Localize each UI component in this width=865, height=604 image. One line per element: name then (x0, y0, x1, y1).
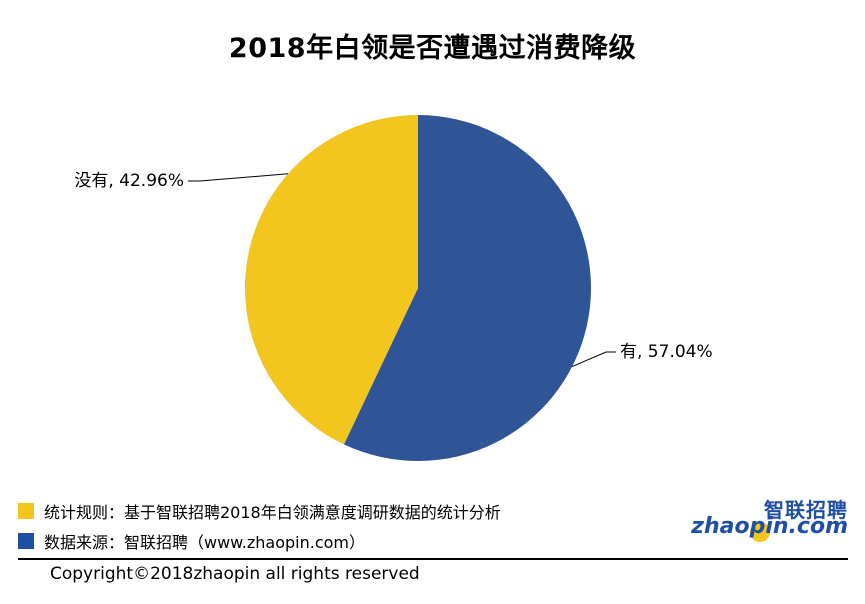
pie-slice-no (245, 115, 418, 445)
logo-cn-text: 智联招聘 (764, 498, 848, 522)
copyright-text: Copyright©2018zhaopin all rights reserve… (50, 564, 420, 584)
logo-circle-icon (750, 522, 770, 542)
logo-en-text: zhaopin.com (691, 514, 848, 539)
note-row-rule: 统计规则：基于智联招聘2018年白领满意度调研数据的统计分析 (18, 496, 501, 526)
note-text-rule: 统计规则：基于智联招聘2018年白领满意度调研数据的统计分析 (44, 503, 501, 522)
chart-title: 2018年白领是否遭遇过消费降级 (228, 33, 637, 64)
notes: 统计规则：基于智联招聘2018年白领满意度调研数据的统计分析 数据来源：智联招聘… (18, 496, 501, 556)
pie-slice-yes (343, 115, 591, 461)
note-swatch-source (18, 533, 34, 549)
zhaopin-logo: 智联招聘 zhaopin.com (691, 494, 848, 544)
slice-label-yes: 有, 57.04% (620, 342, 713, 362)
slice-label-no: 没有, 42.96% (74, 171, 184, 191)
leader-line-yes (571, 351, 616, 367)
note-swatch-rule (18, 503, 34, 519)
leader-line-no (188, 173, 289, 182)
note-text-source: 数据来源：智联招聘（www.zhaopin.com） (44, 533, 366, 552)
note-row-source: 数据来源：智联招聘（www.zhaopin.com） (18, 526, 501, 556)
footer-divider (18, 558, 848, 560)
